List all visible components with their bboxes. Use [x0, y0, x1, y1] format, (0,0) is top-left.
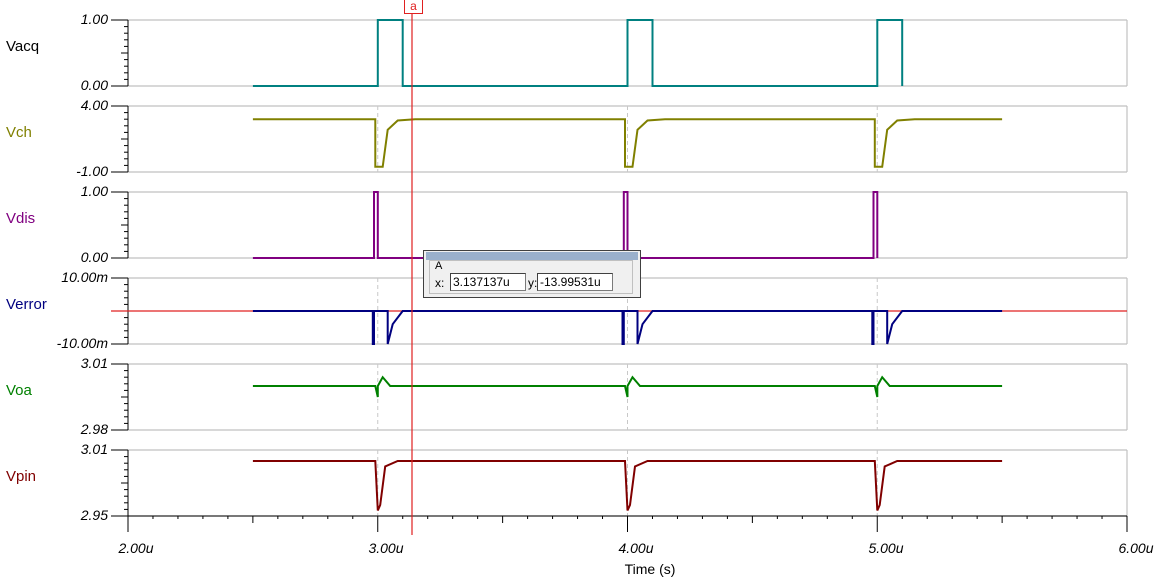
- cursor-x-label: x:: [435, 276, 445, 290]
- signal-label-vpin: Vpin: [6, 468, 37, 485]
- signal-label-vdis: Vdis: [6, 210, 36, 227]
- trace-vdis: [252, 191, 879, 259]
- y-tick-vch-max: 4.00: [80, 97, 108, 113]
- y-tick-vdis-max: 1.00: [80, 183, 108, 199]
- y-tick-vacq-max: 1.00: [80, 11, 108, 27]
- x-tick-3u: 3.00u: [368, 540, 404, 556]
- y-tick-voa-min: 2.98: [80, 421, 108, 437]
- x-tick-6u: 6.00u: [1118, 540, 1154, 556]
- x-tick-5u: 5.00u: [868, 540, 904, 556]
- cursor-x-field[interactable]: [450, 273, 526, 291]
- cursor-group-label: A: [434, 260, 444, 272]
- y-tick-verror-max: 10.00m: [61, 269, 108, 285]
- cursor-y-label: y:: [528, 276, 538, 290]
- y-tick-vch-min: -1.00: [76, 163, 108, 179]
- signal-label-vacq: Vacq: [6, 38, 40, 55]
- x-axis-title: Time (s): [624, 561, 676, 577]
- cursor-readout-panel[interactable]: A x: y:: [423, 250, 641, 298]
- y-tick-vacq-min: 0.00: [80, 77, 108, 93]
- trace-vpin: [252, 460, 1003, 511]
- trace-vacq: [252, 19, 904, 87]
- cursor-readout-titlebar[interactable]: [426, 252, 638, 260]
- signal-label-vch: Vch: [6, 124, 32, 141]
- signal-label-verror: Verror: [6, 296, 47, 313]
- x-tick-4u: 4.00u: [618, 540, 654, 556]
- cursor-group-frame: [429, 260, 633, 294]
- y-tick-voa-max: 3.01: [80, 355, 108, 371]
- y-tick-vpin-min: 2.95: [80, 507, 108, 523]
- y-tick-vdis-min: 0.00: [80, 249, 108, 265]
- cursor-a-handle[interactable]: a: [404, 0, 423, 14]
- trace-voa: [252, 375, 1003, 398]
- y-tick-vpin-max: 3.01: [80, 441, 108, 457]
- trace-vch: [252, 118, 1003, 168]
- trace-verror: [252, 310, 1003, 345]
- y-tick-verror-min: -10.00m: [56, 335, 108, 351]
- cursor-y-field[interactable]: [537, 273, 613, 291]
- signal-label-voa: Voa: [6, 382, 32, 399]
- x-tick-2u: 2.00u: [118, 540, 154, 556]
